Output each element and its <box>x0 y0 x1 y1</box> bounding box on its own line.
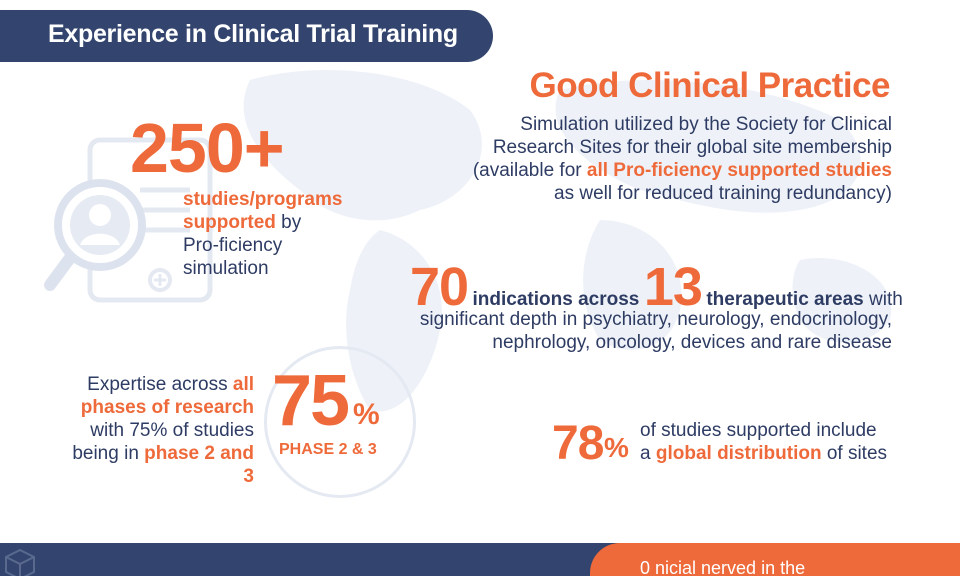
indications-count: 70 <box>410 257 469 317</box>
phase-percentage: 75 <box>272 361 350 441</box>
cube-icon <box>5 548 35 576</box>
header-banner <box>0 10 493 62</box>
global-percentage: 78 <box>552 417 604 470</box>
phase-label: PHASE 2 & 3 <box>279 441 377 458</box>
magnifier-person-icon <box>44 137 213 303</box>
therapeutic-areas-count: 13 <box>643 257 703 317</box>
indications-row: 70 indications across 13 therapeutic are… <box>410 257 903 317</box>
footer-partial-text: 0 nicial nerved in the <box>640 558 806 578</box>
studies-count: 250+ <box>130 109 285 187</box>
phase-circle <box>264 346 416 498</box>
gcp-heading: Good Clinical Practice <box>529 66 891 105</box>
global-description: of studies supported include a global di… <box>640 420 888 464</box>
page-title: Experience in Clinical Trial Training <box>48 20 458 48</box>
indications-description: significant depth in psychiatry, neurolo… <box>419 309 892 353</box>
gcp-description: Simulation utilized by the Society for C… <box>472 114 892 204</box>
phases-description: Expertise across all phases of research … <box>72 374 254 487</box>
studies-description: studies/programs supported by Pro-ficien… <box>183 189 343 279</box>
footer-highlight-panel <box>590 543 960 576</box>
global-percent-sign: % <box>604 432 629 463</box>
phase-percent-sign: % <box>353 398 380 431</box>
